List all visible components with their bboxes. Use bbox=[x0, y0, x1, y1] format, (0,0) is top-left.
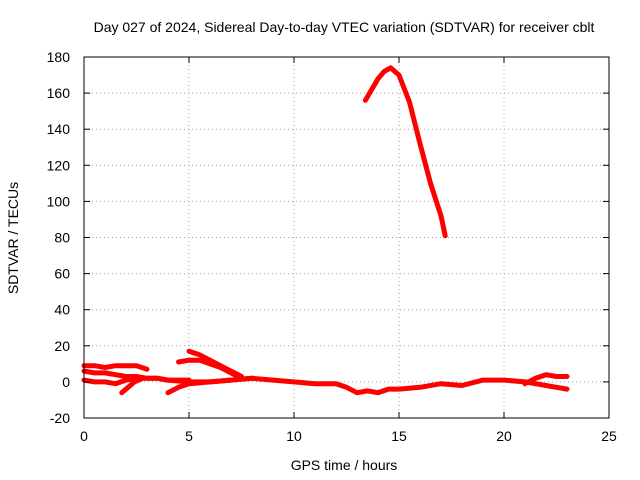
y-tick-label: 60 bbox=[54, 266, 70, 282]
y-tick-label: 20 bbox=[54, 338, 70, 354]
plot-frame bbox=[83, 56, 610, 419]
y-tick-label: 140 bbox=[47, 121, 71, 137]
series-layer bbox=[81, 65, 570, 396]
x-tick-label: 10 bbox=[286, 428, 302, 444]
y-tick-label: -20 bbox=[50, 410, 70, 426]
grid-layer bbox=[84, 57, 609, 418]
y-tick-label: 40 bbox=[54, 302, 70, 318]
y-tick-label: 80 bbox=[54, 230, 70, 246]
chart-title: Day 027 of 2024, Sidereal Day-to-day VTE… bbox=[94, 19, 595, 35]
y-tick-label: 120 bbox=[47, 157, 71, 173]
y-tick-label: 160 bbox=[47, 85, 71, 101]
series-line-track-d bbox=[119, 375, 146, 396]
tick-layer: 0 5 10 15 20 25 -20 0 20 40 60 80 100 120 140 160 180 bbox=[47, 49, 617, 444]
x-axis-label: GPS time / hours bbox=[291, 457, 398, 473]
series-line-track-j bbox=[533, 381, 570, 392]
y-tick-label: 0 bbox=[62, 374, 70, 390]
x-tick-label: 0 bbox=[80, 428, 88, 444]
x-tick-label: 15 bbox=[391, 428, 407, 444]
y-tick-label: 100 bbox=[47, 193, 71, 209]
series-line-track-g bbox=[186, 348, 244, 379]
x-tick-label: 5 bbox=[185, 428, 193, 444]
y-tick-label: 180 bbox=[47, 49, 71, 65]
y-axis-label: SDTVAR / TECUs bbox=[5, 182, 21, 294]
series-line-track-a bbox=[81, 363, 150, 372]
x-tick-label: 20 bbox=[496, 428, 512, 444]
series-line-track-e bbox=[165, 375, 255, 396]
series-line-track-k bbox=[362, 65, 448, 239]
x-tick-label: 25 bbox=[601, 428, 617, 444]
series-line-track-h bbox=[249, 375, 538, 396]
series-line-track-i bbox=[522, 372, 570, 387]
